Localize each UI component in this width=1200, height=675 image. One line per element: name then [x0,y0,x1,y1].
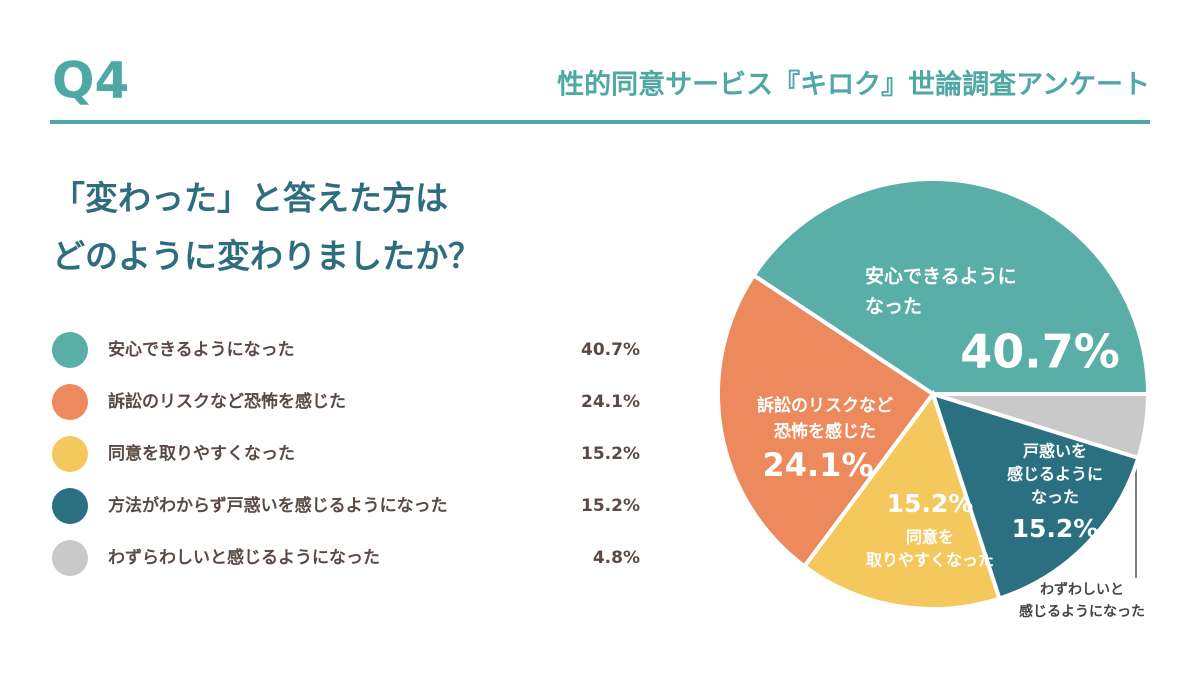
legend-label: 安心できるようになった [108,339,295,360]
legend-value: 4.8% [593,548,640,568]
question-line: どのように変わりましたか？ [52,237,481,276]
survey-title: 性的同意サービス『キロク』世論調査アンケート [557,69,1150,101]
legend-swatch [52,540,88,576]
pie-slice [716,272,936,570]
legend-swatch [52,436,88,472]
header-rule [50,120,1150,124]
question-number: Q4 [52,52,129,110]
legend-value: 15.2% [581,444,640,464]
legend-label: わずらわしいと感じるようになった [108,547,380,568]
slice-label: 恐怖を感じた [774,421,876,442]
legend-label: 同意を取りやすくなった [108,443,295,464]
pie-slice [929,390,1141,601]
slice-label: 感じるようになった [1019,603,1145,620]
pie-slice [801,389,1002,611]
legend-label: 訴訟のリスクなど恐怖を感じた [108,391,346,412]
slice-value: 24.1% [762,446,873,484]
slice-label: 訴訟のリスクなど [757,395,893,416]
slice-label: 同意を [906,528,954,547]
legend-swatch [52,488,88,524]
slice-label: 感じるように [1007,465,1103,484]
legend-swatch [52,332,88,368]
slice-label: 戸惑いを [1023,442,1087,461]
question-line: 「変わった」と答えた方は [52,179,448,218]
slice-value: 15.2% [887,489,974,518]
slice-label: なった [1031,488,1079,507]
legend-value: 24.1% [581,392,640,412]
slice-label: なった [865,296,922,318]
legend-swatch [52,384,88,420]
slice-label: 安心できるように [865,265,1017,288]
legend-label: 方法がわからず戸惑いを感じるようになった [108,495,448,516]
pie-slice [932,392,1151,461]
legend-value: 40.7% [581,340,640,360]
slice-value: 40.7% [960,325,1120,379]
slice-value: 15.2% [1012,514,1099,543]
slice-label: 取りやすくなった [866,551,994,570]
legend-value: 15.2% [581,496,640,516]
slice-label: わずわしいと [1040,581,1124,598]
